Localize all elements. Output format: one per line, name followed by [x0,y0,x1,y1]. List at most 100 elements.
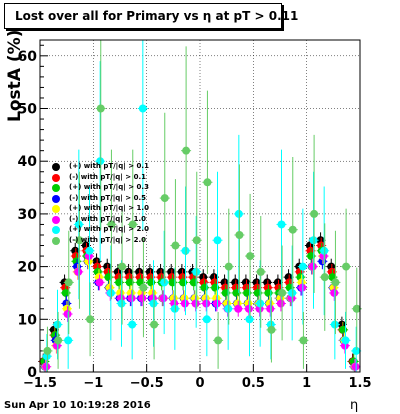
data-point [53,320,62,329]
data-point [160,278,169,287]
y-tick-label: 20 [18,260,38,276]
legend-marker [52,226,60,234]
y-tick-label: 30 [18,207,38,223]
data-point [138,104,147,113]
data-point [106,288,115,297]
x-tick-label: −1.5 [23,376,57,391]
data-point [170,304,179,313]
legend-label: (-) with pT/|q| > 0.1 [69,172,146,181]
data-point [74,267,83,276]
legend: (+) with pT/|q| > 0.1 (-) with pT/|q| > 0… [40,162,158,246]
data-point [107,220,116,229]
data-point [234,304,243,313]
data-points [38,40,362,372]
data-point [288,225,297,234]
data-point [213,236,222,245]
legend-marker [52,205,60,213]
data-point [96,104,105,113]
data-point [85,246,94,255]
x-tick-label: −0.5 [130,376,164,391]
legend-label: (+) with pT/|q| > 0.1 [69,162,149,170]
data-point [331,278,340,287]
data-point [245,315,254,324]
axis-ticks: −1.5 −1 −0.5 0 0.5 1 1.5 0 10 20 30 40 50 60 [18,44,372,391]
legend-marker [52,236,60,245]
data-point [192,267,201,276]
y-tick-label: 60 [18,49,38,65]
data-point [224,262,233,271]
data-point [64,278,73,287]
data-point [138,294,147,303]
data-point [298,283,307,292]
timestamp: Sun Apr 10 10:19:28 2016 [4,400,151,411]
data-point [96,157,105,166]
legend-marker [52,173,60,182]
data-point [330,320,339,329]
data-point [320,246,329,255]
legend-marker [52,163,60,171]
data-point [310,209,319,218]
data-point [224,304,233,313]
data-point [352,304,361,313]
data-point [277,220,286,229]
x-tick-label: 0.5 [242,376,265,391]
data-point [320,273,329,282]
plot-frame [39,39,361,373]
data-point [235,230,244,239]
data-point [266,304,275,313]
data-point [118,262,127,271]
x-tick-label: 0 [195,376,204,391]
data-point [308,262,317,271]
data-point [181,246,190,255]
legend-entry: (+) with pT/|q| > 0.3 [40,183,158,193]
data-point [202,315,211,324]
data-point [159,294,168,303]
data-point [351,362,360,371]
legend-entry: (+) with pT/|q| > 0.1 [40,162,158,172]
data-point [182,146,191,155]
y-tick-label: 0 [27,365,37,381]
legend-marker [52,194,60,203]
legend-marker [52,215,60,224]
legend-label: (-) with pT/|q| > 1.0 [69,214,146,223]
y-tick-label: 50 [18,102,38,118]
x-tick-label: 1 [302,376,311,391]
title-box: Lost over all for Primary vs η at pT > 0… [4,3,298,29]
data-point [139,283,148,292]
data-point [180,299,189,308]
data-point [127,294,136,303]
data-point [128,320,137,329]
series-8 [42,40,362,372]
legend-label: (+) with pT/|q| > 2.0 [69,225,149,233]
data-point [309,236,318,245]
legend-entry: (-) with pT/|q| > 2.0 [40,236,158,246]
legend-label: (+) with pT/|q| > 0.3 [69,183,149,191]
data-point [256,267,265,276]
data-point [191,299,200,308]
legend-entry: (-) with pT/|q| > 0.5 [40,194,158,204]
x-tick-label: −1 [83,376,103,391]
data-point [192,236,201,245]
data-point [299,336,308,345]
data-point [63,310,72,319]
data-point [75,236,84,245]
legend-label: (-) with pT/|q| > 2.0 [69,235,146,244]
data-point [330,288,339,297]
data-point [42,362,51,371]
data-point [171,241,180,250]
data-point [86,315,95,324]
legend-marker [52,184,60,192]
legend-entry: (+) with pT/|q| > 1.0 [40,204,158,214]
data-point [234,209,243,218]
series-7 [41,40,362,372]
data-point [276,299,285,308]
y-axis-label: LostA (%) [5,29,25,122]
data-point [128,220,137,229]
data-point [278,288,287,297]
data-point [212,299,221,308]
data-point [203,178,212,187]
data-point [341,336,350,345]
data-point [160,194,169,203]
legend-entry: (-) with pT/|q| > 0.1 [40,173,158,183]
